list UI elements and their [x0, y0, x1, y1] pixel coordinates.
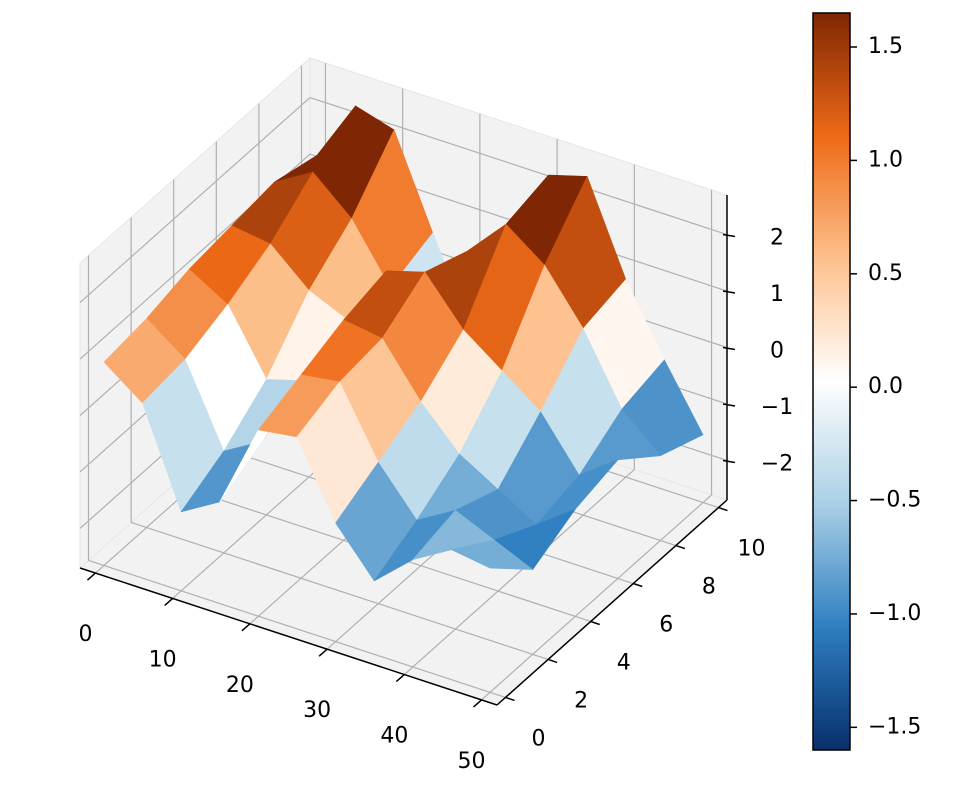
surface-patch [450, 539, 534, 570]
x-tick [86, 572, 96, 581]
z-tick [722, 290, 736, 294]
x-tick [473, 699, 483, 708]
y-tick-label: 4 [617, 650, 631, 675]
colorbar-tick-label: −0.5 [868, 488, 921, 513]
x-tick [164, 597, 174, 607]
x-tick-label: 20 [226, 673, 254, 698]
z-tick [722, 233, 736, 238]
y-tick-label: 8 [702, 575, 716, 600]
grid-line [403, 469, 635, 676]
x-tick [318, 648, 328, 657]
x-tick-label: 10 [149, 647, 177, 672]
x-tick-label: 50 [458, 749, 486, 774]
colorbar-tick-label: −1.0 [868, 601, 921, 626]
z-tick-label: 2 [770, 226, 784, 251]
z-tick-label: 0 [770, 339, 784, 364]
colorbar-tick-label: 1.5 [868, 34, 903, 59]
grid-line [88, 559, 506, 698]
grid-line [309, 96, 728, 236]
x-tick-label: 40 [380, 724, 408, 749]
colorbar-tick-label: 1.0 [868, 147, 903, 172]
grid-line [79, 97, 311, 303]
colorbar-tick-label: 0.5 [868, 261, 903, 286]
y-tick [675, 544, 686, 550]
grid-line [481, 494, 712, 701]
colorbar [812, 12, 851, 751]
grid-line [130, 521, 549, 661]
y-axis-line [496, 499, 728, 706]
z-tick-label: −2 [761, 451, 793, 476]
colorbar-tick-label: 0.0 [868, 374, 903, 399]
y-tick [718, 506, 728, 512]
y-tick-label: 2 [574, 688, 588, 713]
y-tick-label: 0 [532, 726, 546, 751]
z-tick [722, 459, 736, 464]
y-tick [590, 620, 600, 626]
x-tick-label: 30 [303, 698, 331, 723]
z-tick [722, 403, 736, 407]
x-tick-label: 0 [78, 622, 92, 647]
y-tick [633, 582, 643, 588]
x-axis-line [79, 567, 498, 706]
y-tick-label: 10 [737, 537, 765, 562]
y-tick-label: 6 [659, 613, 673, 638]
y-tick [505, 696, 515, 702]
y-tick [547, 658, 558, 664]
z-tick-label: 1 [770, 282, 784, 307]
colorbar-tick-label: −1.5 [868, 714, 921, 739]
z-tick [722, 346, 736, 351]
x-tick [395, 673, 405, 683]
x-tick [241, 623, 251, 632]
z-tick-label: −1 [761, 395, 793, 420]
